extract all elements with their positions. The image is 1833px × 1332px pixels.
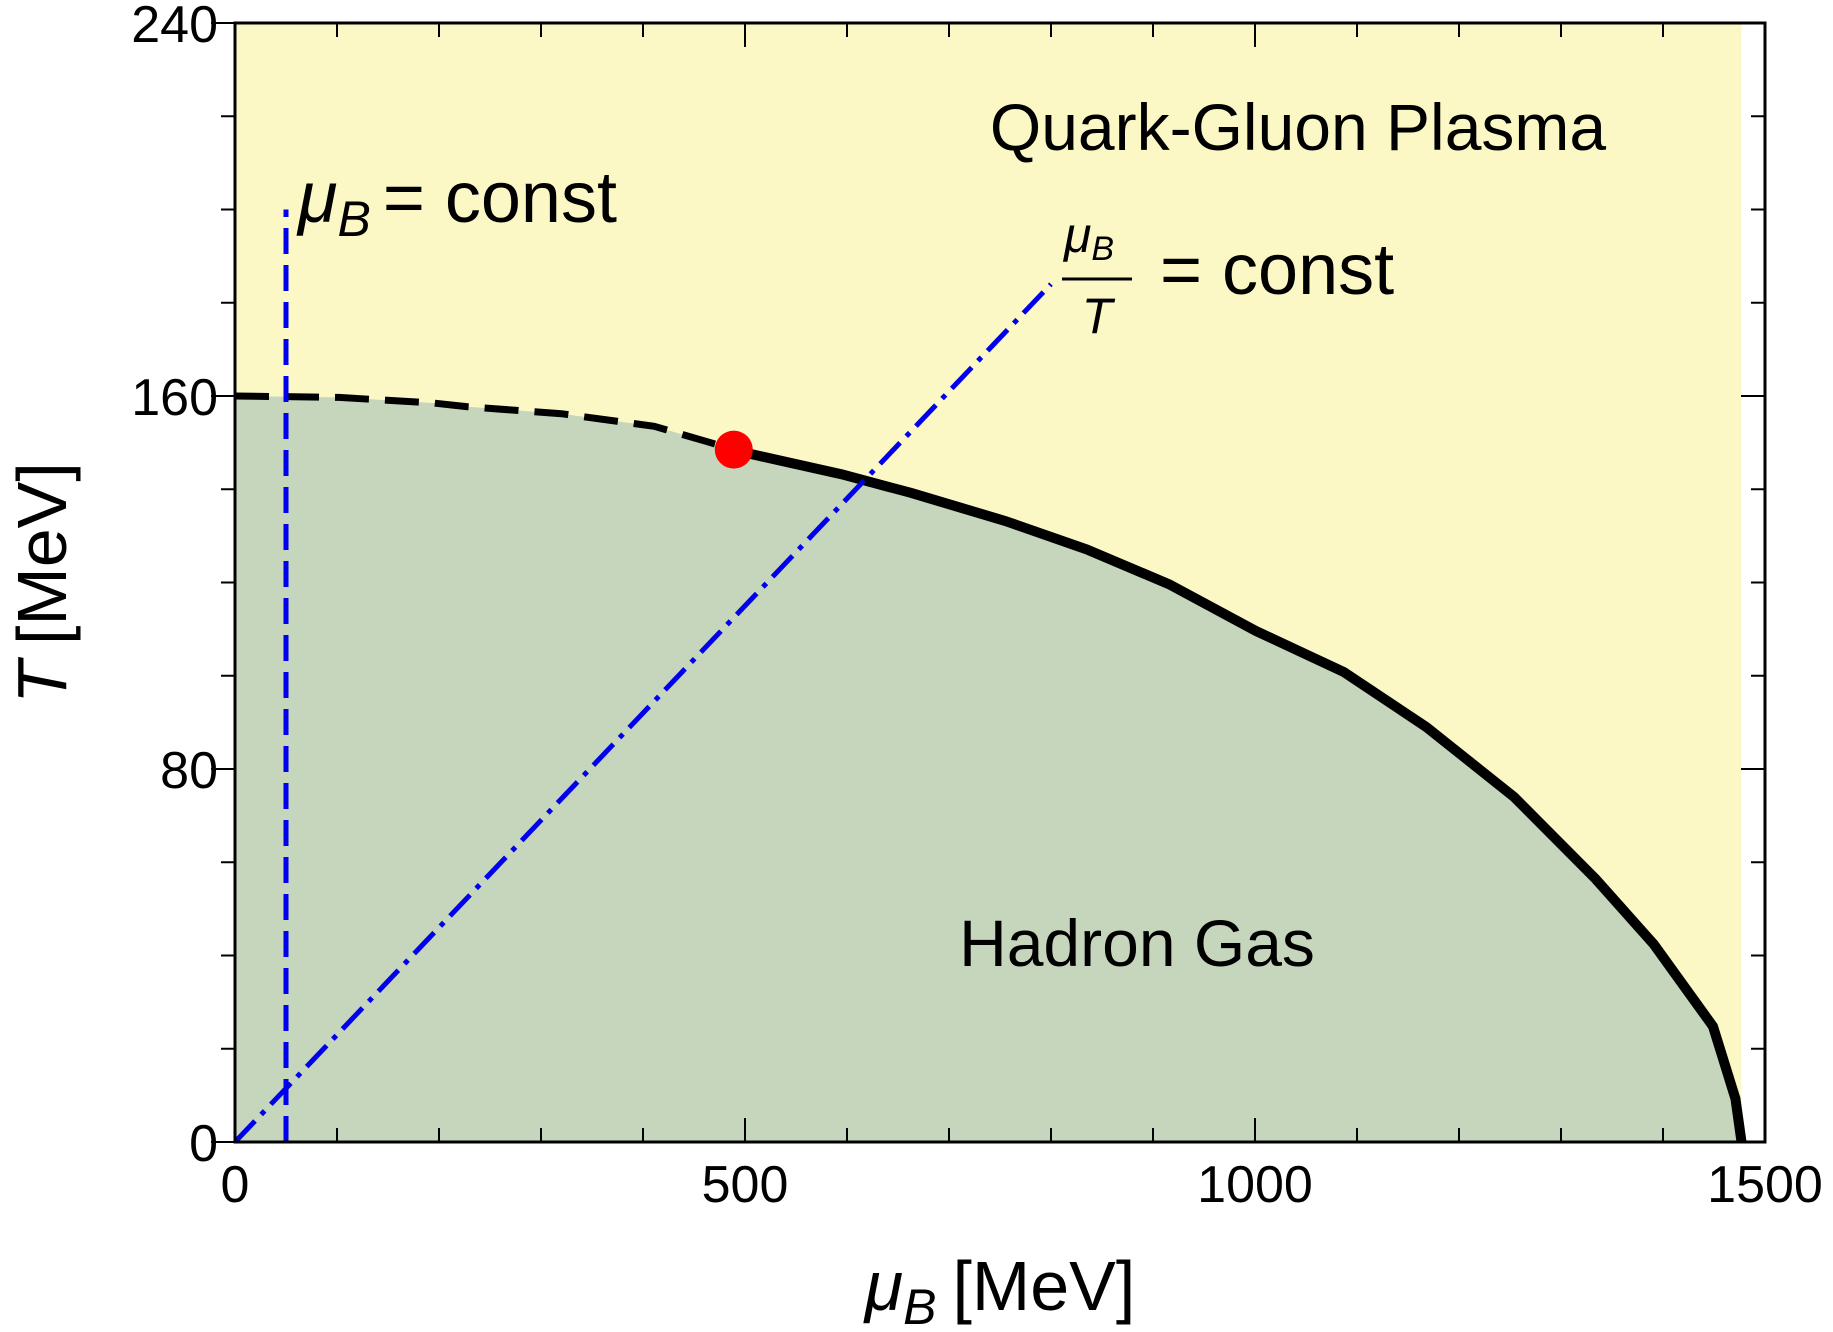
annotation-text: = const: [1160, 230, 1394, 310]
annotation: μB: [1062, 207, 1114, 268]
annotation: μB = const: [296, 158, 617, 247]
y-tick-label: 160: [131, 369, 218, 427]
y-tick-label: 0: [189, 1115, 218, 1173]
x-axis-label: μB [MeV]: [863, 1247, 1136, 1332]
axis-subscript: B: [903, 1279, 936, 1332]
x-tick-label: 1500: [1707, 1156, 1823, 1214]
region-below: [235, 396, 1742, 1142]
annotation-symbol: T: [1082, 288, 1116, 344]
axis-symbol: μ: [863, 1247, 903, 1325]
y-tick-label: 240: [131, 0, 218, 54]
region-label: Hadron Gas: [959, 906, 1315, 980]
region-label: Quark-Gluon Plasma: [990, 90, 1607, 164]
annotation-text: = const: [383, 158, 617, 238]
annotation-subscript: B: [1091, 230, 1114, 268]
x-tick-label: 0: [221, 1156, 250, 1214]
series-line: [233, 282, 1053, 1144]
critical-point: [714, 430, 753, 469]
y-axis-label: T [MeV]: [3, 462, 81, 704]
axis-unit: [MeV]: [952, 1247, 1135, 1325]
y-tick-label: 80: [160, 742, 218, 800]
x-tick-label: 500: [702, 1156, 789, 1214]
series-line: [732, 444, 1747, 1143]
series-line: [234, 392, 735, 453]
annotation-symbol: μ: [296, 158, 337, 238]
annotation-symbol: μ: [1062, 207, 1091, 263]
axis-symbol: T: [3, 657, 81, 704]
axis-unit: [MeV]: [3, 462, 81, 645]
annotation-subscript: B: [337, 191, 370, 247]
plot-area: 0 500 1000 1500 0 80 160 240: [131, 0, 1823, 1214]
x-tick-label: 1000: [1197, 1156, 1313, 1214]
